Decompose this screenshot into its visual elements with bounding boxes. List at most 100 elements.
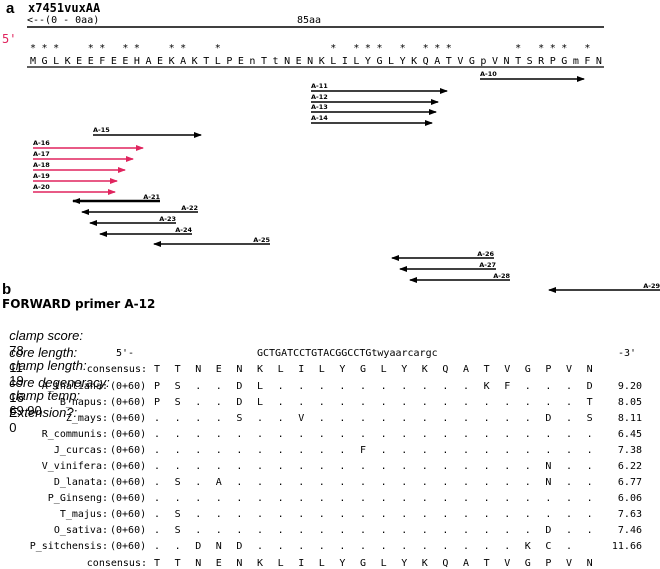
alignment-cell: K [483,381,490,392]
alignment-cell: . [442,525,449,536]
conserved-star: * [30,43,36,54]
alignment-cell: D [236,381,243,392]
consensus-residue: Y [401,558,408,569]
alignment-cell: . [504,541,511,552]
primer-label: A-26 [477,250,494,258]
alignment-cell: . [566,493,573,504]
alignment-cell: . [421,541,428,552]
conserved-star: * [122,43,128,54]
alignment-cell: . [442,429,449,440]
species-offset: (0+60) [110,461,147,472]
residue: L [353,56,359,67]
three-end-label: -3' [618,348,637,359]
alignment-cell: V [298,413,305,424]
alignment-cell: . [421,429,428,440]
clamp-score-label: clamp score: [9,328,83,343]
residue: A [145,56,151,67]
alignment-cell: . [442,381,449,392]
alignment-cell: . [339,477,346,488]
consensus-residue: N [236,558,243,569]
alignment-cell: . [483,541,490,552]
residue: E [111,56,117,67]
alignment-cell: . [463,381,470,392]
alignment-cell: . [154,525,161,536]
species-score: 8.11 [617,413,642,424]
alignment-cell: . [401,461,408,472]
alignment-cell: . [360,525,367,536]
alignment-cell: . [257,461,264,472]
alignment-cell: . [463,525,470,536]
alignment-cell: . [318,397,325,408]
conserved-star: * [99,43,105,54]
alignment-cell: N [545,477,552,488]
residue: T [515,56,521,67]
alignment-cell: . [277,413,284,424]
residue: N [284,56,290,67]
alignment-cell: . [174,413,181,424]
alignment-cell: S [174,525,181,536]
residue: P [226,56,232,67]
alignment-cell: . [566,381,573,392]
alignment-cell: . [360,477,367,488]
species-name: B_napus: [59,397,108,408]
consensus-residue: Y [401,364,408,375]
alignment-cell: . [524,445,531,456]
alignment-cell: S [174,381,181,392]
species-name: J_curcas: [53,445,108,456]
alignment-cell: . [154,461,161,472]
alignment-cell: D [545,525,552,536]
alignment-cell: . [195,493,202,504]
core-degeneracy-label: core degeneracy: [9,375,110,390]
consensus-residue: G [360,558,367,569]
residue: P [550,56,556,67]
alignment-cell: . [442,493,449,504]
consensus-residue: K [421,558,428,569]
alignment-cell: . [545,429,552,440]
panel-b-letter: b [2,281,12,298]
species-offset: (0+60) [110,429,147,440]
alignment-cell: . [195,413,202,424]
core-length-label: core length: [9,345,78,360]
alignment-cell: . [298,509,305,520]
alignment-cell: . [339,461,346,472]
alignment-cell: L [257,397,264,408]
alignment-cell: . [195,397,202,408]
residue: T [446,56,452,67]
alignment-cell: . [380,429,387,440]
residue: F [584,56,590,67]
alignment-cell: . [298,493,305,504]
alignment-cell: . [174,429,181,440]
alignment-cell: T [586,397,593,408]
alignment-cell: . [236,429,243,440]
residue: K [192,56,198,67]
alignment-cell: . [298,461,305,472]
alignment-cell: . [483,445,490,456]
species-name: T_majus: [59,509,108,520]
consensus-residue: Q [442,558,449,569]
residue: G [561,56,567,67]
alignment-cell: S [236,413,243,424]
conserved-star: * [400,43,406,54]
species-name: A_thaliana: [41,381,108,392]
consensus-residue: G [524,558,531,569]
alignment-cell: N [545,461,552,472]
alignment-cell: . [154,541,161,552]
alignment-cell: . [421,445,428,456]
conserved-star: * [353,43,359,54]
alignment-cell: . [339,541,346,552]
alignment-cell: . [463,397,470,408]
conserved-star: * [215,43,221,54]
conserved-star: * [88,43,94,54]
residue: N [307,56,313,67]
conserved-star: * [446,43,452,54]
primer-label: A-14 [311,114,328,122]
species-name: D_lanata: [53,477,108,488]
alignment-cell: . [504,525,511,536]
consensus-residue: L [318,364,325,375]
alignment-cell: . [215,397,222,408]
primer-label: A-25 [253,236,270,244]
conserved-star: * [376,43,382,54]
primer-label: A-16 [33,139,50,147]
residue: t [273,56,279,67]
residue: n [249,56,255,67]
